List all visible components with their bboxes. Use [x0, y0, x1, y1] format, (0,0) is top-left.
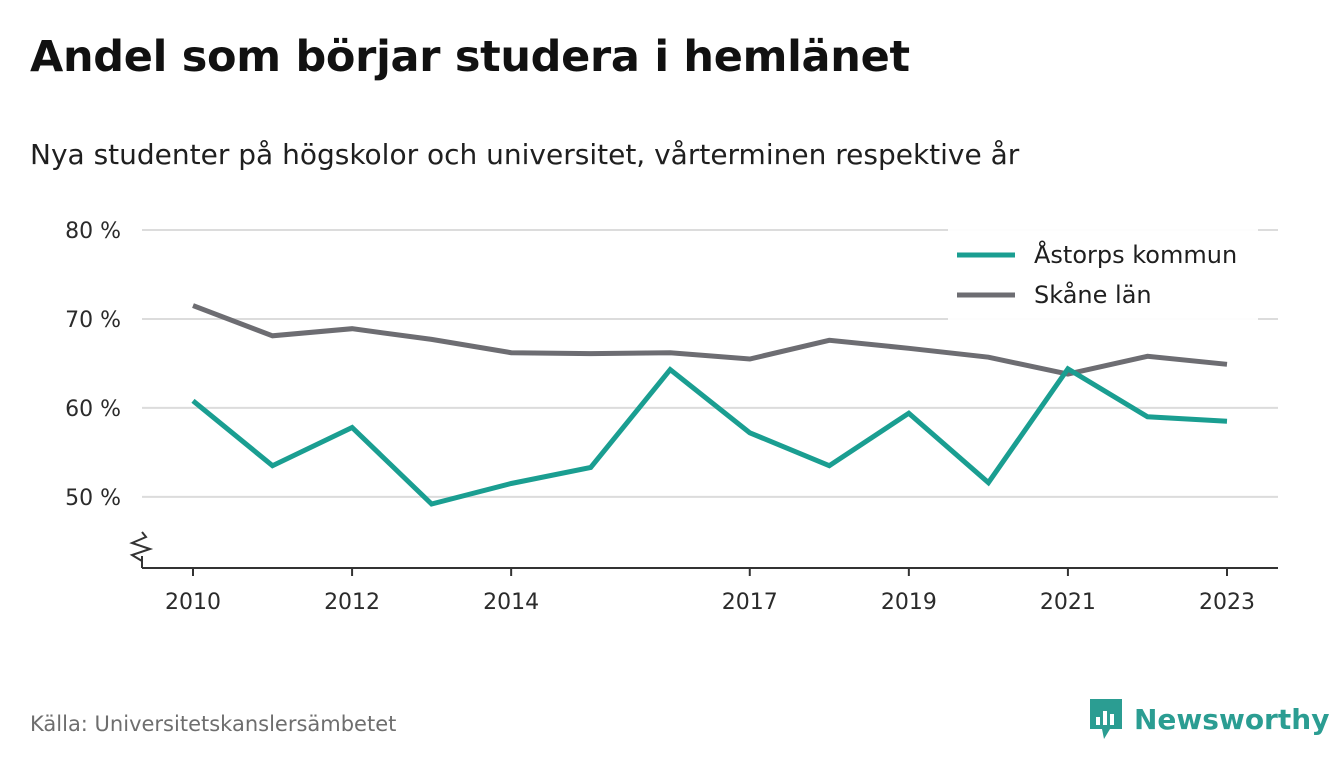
y-tick-label-70: 70 % — [65, 308, 121, 333]
y-axis: 50 % 60 % 70 % 80 % — [65, 219, 121, 511]
x-tick-label-2010: 2010 — [165, 590, 221, 615]
x-tick-label-2021: 2021 — [1040, 590, 1096, 615]
legend-background — [948, 228, 1258, 320]
axis-break-mark — [129, 531, 154, 562]
legend-label-1: Skåne län — [1034, 280, 1152, 309]
series-line-1 — [192, 303, 1228, 377]
legend-label-0: Åstorps kommun — [1034, 240, 1237, 269]
line-chart: 50 % 60 % 70 % 80 % 2010 2012 2014 2017 2019 202… — [65, 219, 1278, 615]
brand-logo: Newsworthy — [1088, 697, 1329, 741]
y-tick-label-80: 80 % — [65, 219, 121, 244]
source-note: Källa: Universitetskanslersämbetet — [30, 712, 397, 736]
x-tick-label-2019: 2019 — [881, 590, 937, 615]
x-tick-label-2014: 2014 — [483, 590, 539, 615]
series-line-0 — [191, 365, 1228, 507]
x-axis: 2010 2012 2014 2017 2019 2021 2023 — [129, 531, 1278, 615]
x-tick-label-2017: 2017 — [722, 590, 778, 615]
legend: Åstorps kommun Skåne län — [948, 228, 1258, 320]
x-tick-label-2012: 2012 — [324, 590, 380, 615]
y-tick-label-60: 60 % — [65, 397, 121, 422]
chart-title: Andel som börjar studera i hemlänet — [30, 32, 910, 82]
series-lines — [191, 303, 1228, 507]
y-tick-label-50: 50 % — [65, 486, 121, 511]
chart-subtitle: Nya studenter på högskolor och universit… — [30, 138, 1020, 171]
brand-name: Newsworthy — [1134, 702, 1330, 736]
newsworthy-logo-icon — [1090, 699, 1122, 739]
x-tick-label-2023: 2023 — [1199, 590, 1255, 615]
